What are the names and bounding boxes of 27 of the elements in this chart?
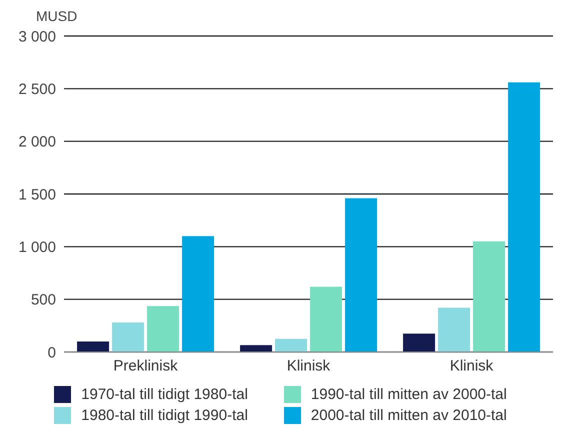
- legend-label: 1970-tal till tidigt 1980-tal: [81, 386, 248, 403]
- y-tick-label: 1 000: [18, 238, 56, 256]
- y-tick-label: 2 500: [18, 80, 56, 98]
- y-tick-label: 1 500: [18, 186, 56, 204]
- bar: [275, 338, 308, 352]
- y-tick-label: 500: [30, 292, 56, 309]
- y-tick-label: 3 000: [18, 28, 56, 46]
- bar: [240, 345, 272, 352]
- bar: [310, 286, 342, 352]
- bar: [403, 334, 436, 352]
- legend-label: 2000-tal till mitten av 2010-tal: [310, 407, 507, 424]
- x-tick-label: Preklinisk: [113, 358, 178, 375]
- bar: [345, 198, 378, 352]
- y-tick-label: 0: [48, 344, 56, 362]
- y-axis-title: MUSD: [36, 8, 78, 24]
- bar: [112, 322, 144, 352]
- bar: [182, 236, 214, 352]
- legend-label: 1990-tal till mitten av 2000-tal: [310, 386, 507, 403]
- bar: [147, 306, 180, 352]
- x-tick-label: Klinisk: [450, 358, 494, 375]
- bar: [77, 341, 110, 352]
- bar: [438, 308, 470, 352]
- bar: [508, 82, 540, 352]
- legend-label: 1980-tal till tidigt 1990-tal: [81, 407, 248, 424]
- x-tick-label: Klinisk: [286, 358, 331, 375]
- y-tick-label: 2 000: [18, 134, 56, 151]
- bar: [473, 241, 506, 352]
